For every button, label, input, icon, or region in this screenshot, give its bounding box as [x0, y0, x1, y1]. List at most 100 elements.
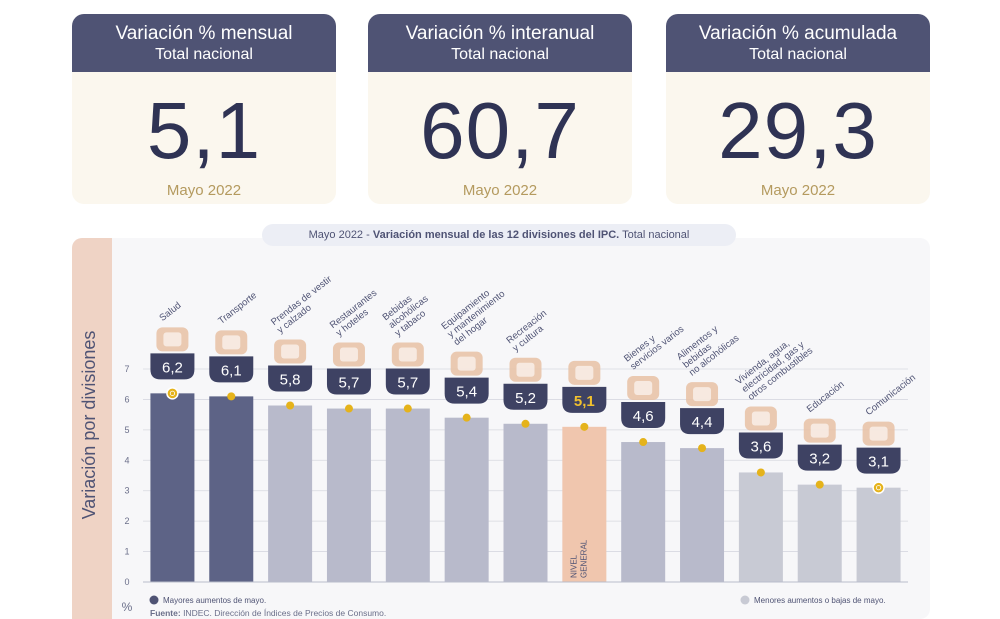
bar [738, 472, 783, 582]
value-marker [580, 422, 589, 431]
value-marker [756, 468, 765, 477]
value-label: 3,2 [809, 451, 830, 468]
source-text: INDEC. Dirección de Índices de Precios d… [181, 608, 387, 618]
bar [797, 484, 842, 582]
category-label: Bebidasalcohólicasy tabaco [381, 285, 437, 339]
y-tick-label: 3 [124, 486, 129, 496]
y-tick-label: 0 [124, 577, 129, 587]
value-badge [503, 383, 548, 410]
value-label: 5,1 [574, 393, 595, 410]
bar [503, 423, 548, 582]
category-label: Prendas de vestiry calzado [269, 274, 340, 336]
legend-swatch [149, 595, 159, 605]
bar [856, 487, 901, 582]
legend-swatch [740, 595, 750, 605]
bar-inside-label-line: GENERAL [579, 539, 588, 578]
card-value: 5,1 [146, 86, 262, 175]
value-badge [326, 368, 371, 395]
value-marker [286, 401, 295, 410]
legend-label: Menores aumentos o bajas de mayo. [754, 596, 886, 605]
oven-icon-detail [457, 356, 476, 371]
food-icon-detail [693, 387, 712, 402]
value-marker [639, 438, 648, 447]
y-tick-label: 1 [124, 547, 129, 557]
y-tick-label: 4 [124, 455, 129, 465]
bar-inside-label: NIVELGENERAL [569, 539, 588, 578]
tshirt-icon-detail [281, 344, 300, 359]
y-tick-label: 6 [124, 394, 129, 404]
y-axis-title: Variación por divisiones [79, 331, 99, 520]
card-date: Mayo 2022 [462, 182, 538, 199]
chart-title-date: Mayo 2022 [308, 229, 364, 241]
comb-icon-detail [634, 381, 653, 396]
value-label: 4,4 [692, 414, 713, 431]
card-acumulada: Variación % acumulada Total nacional 29,… [666, 14, 930, 204]
value-marker [344, 404, 353, 413]
category-label-line: Transporte [216, 290, 259, 327]
value-badge [562, 386, 607, 413]
house-tools-icon-detail [751, 411, 770, 426]
category-label: Salud [157, 300, 183, 324]
value-badge [797, 444, 842, 471]
y-tick-label: 5 [124, 425, 129, 435]
card-date: Mayo 2022 [760, 182, 836, 199]
value-marker [815, 480, 824, 489]
value-badge [209, 356, 254, 383]
category-label-line: Educación [805, 379, 847, 415]
chart-title-bold: Variación mensual de las 12 divisiones d… [372, 229, 620, 241]
value-marker-inner [169, 390, 176, 396]
sun-chair-icon-detail [516, 362, 535, 377]
card-title: Variación % interanual [405, 23, 595, 44]
card-subtitle: Total nacional [749, 46, 847, 63]
basket-icon-detail [575, 365, 594, 380]
bar [444, 417, 489, 582]
card-value: 60,7 [420, 86, 580, 175]
category-label: Restaurantesy hoteles [328, 287, 386, 338]
legend-label: Mayores aumentos de mayo. [163, 596, 266, 605]
card-interanual: Variación % interanual Total nacional 60… [368, 14, 632, 204]
bar [150, 393, 195, 582]
bar [680, 448, 725, 582]
category-label-line: Comunicación [864, 372, 918, 418]
value-badge [444, 377, 489, 404]
bar [209, 396, 254, 582]
card-subtitle: Total nacional [155, 46, 253, 63]
first-aid-icon-detail [163, 332, 182, 347]
card-value: 29,3 [718, 86, 878, 175]
category-label: Comunicación [864, 372, 918, 418]
value-badge [385, 368, 430, 395]
category-label: Recreacióny cultura [504, 308, 555, 354]
bar [621, 442, 666, 582]
bar [268, 405, 313, 582]
value-label: 5,7 [339, 375, 360, 392]
category-label: Equipamientoy mantenimientodel hogar [439, 281, 513, 348]
y-axis-unit: % [122, 600, 133, 614]
value-marker [227, 392, 236, 401]
chart-title-sep: - [363, 229, 373, 241]
value-badge [150, 353, 195, 380]
chart-title-rest: Total nacional [619, 229, 690, 241]
value-label: 6,2 [162, 359, 183, 376]
card-title: Variación % mensual [115, 23, 293, 44]
value-badge [680, 408, 725, 435]
category-label: Educación [805, 379, 847, 415]
card-header: Variación % mensual Total nacional [72, 14, 336, 72]
books-icon-detail [810, 423, 829, 438]
bar [326, 408, 371, 582]
value-label: 5,4 [456, 384, 477, 401]
card-title: Variación % acumulada [698, 23, 898, 44]
ylabel-strip [72, 238, 112, 619]
bottles-icon-detail [398, 347, 417, 362]
value-marker [521, 419, 530, 428]
value-label: 3,1 [868, 454, 889, 471]
value-marker [403, 404, 412, 413]
value-label: 3,6 [750, 438, 771, 455]
value-label: 4,6 [633, 408, 654, 425]
source-label: Fuente: [150, 608, 181, 618]
value-badge [856, 447, 901, 474]
value-label: 5,8 [280, 372, 301, 389]
value-marker [698, 444, 707, 453]
value-marker-inner [875, 485, 882, 491]
category-label-line: Salud [157, 300, 183, 324]
